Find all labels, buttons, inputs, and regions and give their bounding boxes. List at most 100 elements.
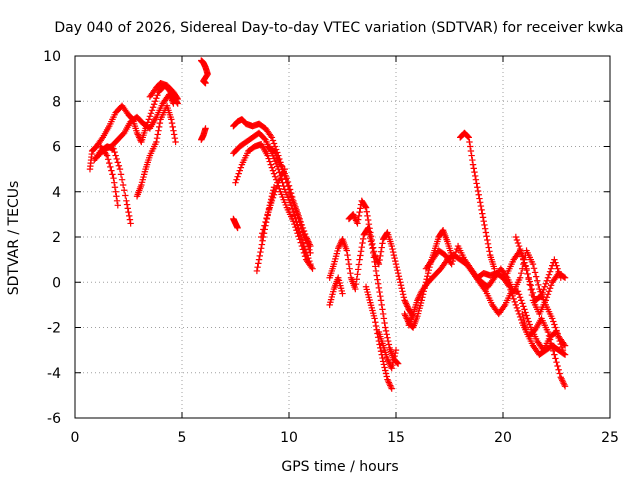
- data-point: [392, 260, 400, 268]
- data-point: [154, 92, 161, 99]
- data-point: [554, 265, 561, 272]
- data-point: [259, 230, 266, 237]
- data-point: [376, 256, 383, 264]
- data-point: [389, 362, 396, 369]
- data-point: [377, 293, 384, 300]
- data-point: [542, 280, 549, 287]
- data-point: [522, 263, 529, 270]
- data-point: [468, 152, 475, 159]
- data-point: [485, 244, 492, 251]
- data-point: [528, 285, 536, 293]
- data-point: [475, 191, 482, 198]
- data-point: [379, 240, 386, 247]
- data-point: [551, 321, 558, 328]
- data-point: [356, 256, 363, 263]
- series-trace-18: [345, 197, 417, 320]
- data-point: [382, 327, 390, 335]
- x-tick-label: 0: [71, 430, 80, 446]
- data-point: [173, 94, 181, 102]
- data-point: [127, 220, 134, 227]
- data-point: [335, 243, 343, 251]
- data-point: [276, 169, 283, 176]
- data-point: [352, 215, 359, 223]
- data-point: [305, 238, 312, 245]
- data-point: [271, 143, 279, 150]
- data-point: [257, 245, 265, 252]
- data-point: [93, 154, 100, 162]
- data-point: [386, 360, 393, 367]
- data-point: [517, 270, 525, 277]
- y-tick-label: 6: [52, 140, 61, 156]
- data-point: [267, 132, 275, 140]
- data-point: [237, 164, 245, 171]
- data-point: [295, 233, 302, 240]
- data-points: [86, 57, 569, 392]
- data-point: [553, 327, 560, 334]
- data-point: [380, 361, 388, 368]
- data-point: [388, 385, 395, 392]
- series-trace-17: [326, 274, 346, 309]
- data-point: [112, 188, 119, 195]
- data-point: [538, 292, 545, 300]
- data-point: [376, 288, 383, 296]
- data-point: [560, 350, 568, 358]
- data-point: [546, 268, 554, 275]
- series-trace-5: [133, 102, 179, 200]
- x-tick-label: 15: [387, 430, 405, 446]
- data-point: [145, 116, 153, 123]
- data-point: [466, 143, 474, 150]
- x-tick-label: 25: [601, 430, 619, 446]
- data-point: [346, 265, 353, 272]
- data-point: [551, 256, 558, 263]
- data-point: [301, 230, 309, 238]
- series-trace-12: [232, 141, 316, 272]
- data-point: [377, 297, 385, 304]
- data-point: [118, 176, 126, 183]
- data-point: [102, 150, 110, 158]
- data-point: [389, 248, 397, 256]
- data-point: [363, 208, 370, 215]
- data-point: [394, 270, 402, 277]
- data-point: [402, 313, 410, 321]
- data-point: [293, 227, 300, 234]
- data-point: [364, 212, 371, 220]
- data-point: [96, 151, 103, 158]
- data-point: [415, 294, 423, 301]
- data-point: [290, 217, 297, 225]
- data-point: [372, 319, 379, 326]
- data-point: [268, 197, 276, 204]
- data-point: [545, 288, 553, 295]
- data-point: [517, 297, 525, 304]
- data-point: [234, 224, 241, 232]
- data-point: [535, 281, 542, 289]
- series-trace-3: [93, 91, 177, 162]
- data-point: [378, 301, 385, 309]
- data-point: [269, 194, 277, 201]
- data-point: [170, 127, 177, 134]
- data-point: [556, 271, 563, 278]
- data-point: [556, 370, 563, 377]
- data-point: [119, 181, 127, 189]
- data-point: [384, 334, 391, 341]
- data-point: [253, 267, 261, 275]
- data-point: [486, 248, 493, 255]
- data-point: [557, 374, 564, 381]
- data-point: [125, 208, 132, 216]
- data-point: [283, 174, 291, 182]
- data-point: [389, 245, 396, 253]
- data-point: [369, 240, 376, 247]
- data-point: [353, 276, 360, 283]
- data-point: [357, 252, 364, 259]
- data-point: [306, 241, 313, 248]
- data-point: [364, 216, 372, 224]
- data-point: [255, 260, 262, 267]
- data-point: [170, 100, 177, 107]
- data-point: [286, 186, 294, 193]
- data-point: [232, 179, 239, 186]
- data-point: [448, 260, 455, 268]
- data-point: [391, 254, 398, 262]
- data-point: [466, 138, 473, 146]
- data-point: [555, 366, 562, 373]
- data-point: [358, 243, 365, 251]
- data-point: [274, 182, 281, 189]
